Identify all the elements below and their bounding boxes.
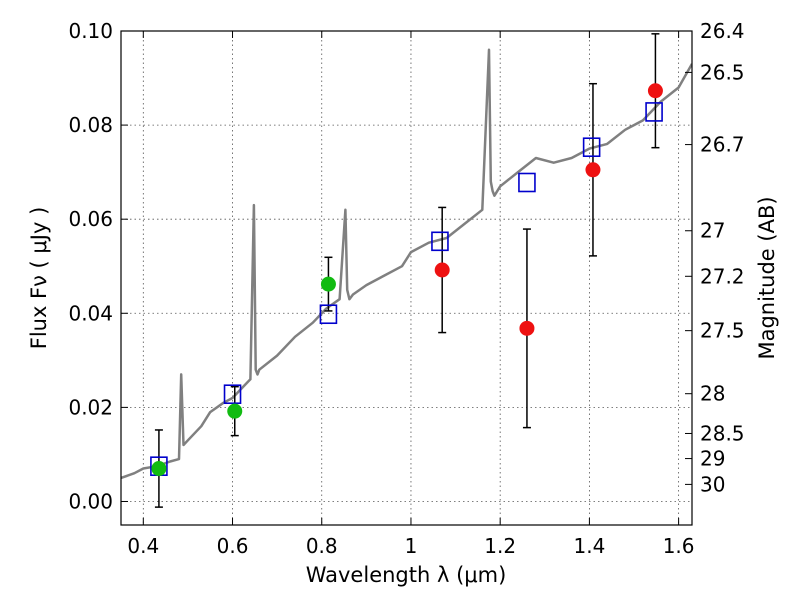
- model-photometry-square: [319, 304, 338, 325]
- x-axis-title: Wavelength λ (μm): [306, 563, 507, 587]
- model-photometry-square: [223, 384, 242, 405]
- mag-tick-label: 26.4: [700, 19, 745, 43]
- x-tick-label: 0.4: [127, 534, 159, 558]
- nir-detection-point: [585, 162, 601, 178]
- y-axis-title: Flux Fν ( μJy ): [27, 207, 51, 350]
- nir-detection-point: [434, 262, 450, 278]
- x-tick-label: 1.6: [663, 534, 695, 558]
- model-photometry-square: [518, 172, 536, 193]
- y-tick-label: 0.10: [68, 19, 113, 43]
- optical-detection-point: [151, 461, 167, 477]
- mag-tick-label: 27.2: [700, 264, 745, 288]
- nir-detection-point: [519, 320, 535, 336]
- optical-detection-point: [227, 403, 243, 419]
- nir-detection-point: [647, 83, 663, 99]
- mag-tick-label: 26.7: [700, 133, 745, 157]
- axis-ticks: [121, 30, 692, 525]
- y-tick-label: 0.00: [68, 489, 113, 513]
- model-photometry-square: [582, 137, 601, 158]
- x-tick-label: 1.2: [484, 534, 516, 558]
- model-photometry-square: [431, 231, 449, 252]
- mag-tick-label: 27.5: [700, 319, 745, 343]
- x-tick-label: 0.6: [217, 534, 249, 558]
- x-tick-label: 1.4: [573, 534, 605, 558]
- mag-tick-label: 30: [700, 472, 725, 496]
- mag-tick-label: 29: [700, 447, 725, 471]
- x-tick-label: 0.8: [306, 534, 338, 558]
- y-tick-label: 0.06: [68, 207, 113, 231]
- tick-labels: 0.4 0.6 0.8 1 1.2 1.4 1.6 0.00 0.02 0.04 0.06 0.08 0…: [68, 19, 744, 558]
- x-tick-label: 1: [405, 534, 418, 558]
- y2-axis-title: Magnitude (AB): [755, 196, 779, 359]
- model-spectrum-line: [121, 48, 692, 480]
- plot-frame: [120, 30, 693, 526]
- model-photometry-square: [645, 102, 663, 122]
- y-tick-label: 0.08: [68, 113, 113, 137]
- mag-tick-label: 26.5: [700, 60, 745, 84]
- y-tick-label: 0.04: [68, 301, 113, 325]
- y-tick-label: 0.02: [68, 395, 113, 419]
- mag-tick-label: 27: [700, 219, 725, 243]
- optical-detection-point: [320, 276, 336, 292]
- mag-tick-label: 28: [700, 382, 725, 406]
- mag-tick-label: 28.5: [700, 421, 745, 445]
- plot-area: [121, 33, 692, 508]
